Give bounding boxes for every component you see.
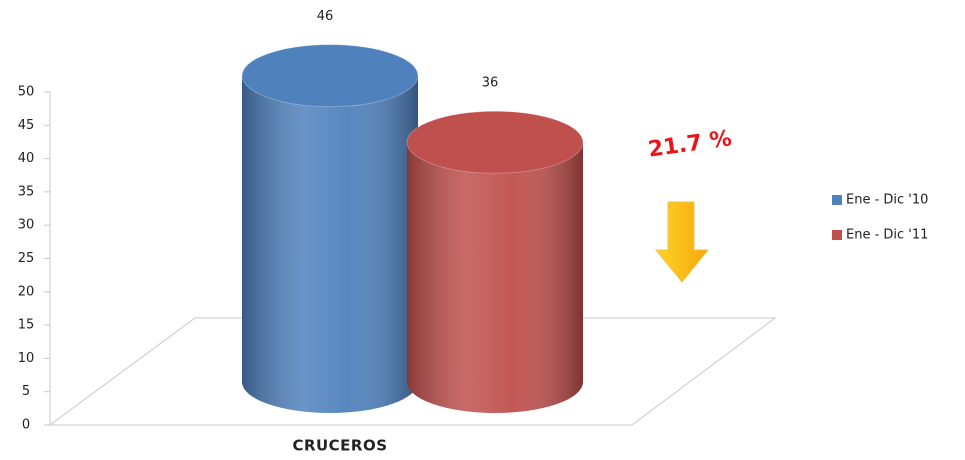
cylinder-top — [406, 110, 584, 174]
y-tick-label: 5 — [22, 384, 30, 399]
annotation: 21.7 % — [647, 126, 734, 162]
legend-swatch — [832, 230, 842, 240]
legend-swatch — [832, 195, 842, 205]
floor — [48, 317, 777, 426]
y-tick-label: 0 — [22, 418, 30, 433]
value-label: 36 — [482, 76, 499, 91]
legend-label: Ene - Dic '11 — [846, 228, 928, 243]
cylinder-shade — [407, 142, 583, 414]
cylinder — [406, 110, 584, 414]
y-tick-label: 25 — [18, 251, 35, 266]
y-tick-label: 45 — [18, 118, 35, 133]
value-label: 46 — [317, 9, 334, 24]
y-tick-label: 30 — [18, 218, 35, 233]
cylinder — [241, 44, 419, 413]
y-tick-label: 20 — [18, 284, 35, 299]
y-tick-label: 15 — [18, 318, 35, 333]
x-tick-label: CRUCEROS — [292, 437, 387, 455]
y-tick-label: 40 — [18, 151, 35, 166]
y-tick-label: 35 — [18, 184, 35, 199]
y-tick-label: 50 — [18, 85, 35, 100]
cylinder-shade — [242, 75, 418, 413]
down-arrow — [654, 201, 710, 283]
legend-label: Ene - Dic '10 — [846, 193, 928, 208]
y-tick-label: 10 — [18, 351, 35, 366]
cylinder-top — [241, 44, 419, 108]
